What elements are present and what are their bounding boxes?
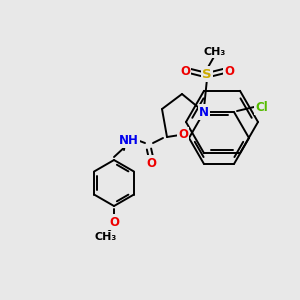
Text: O: O bbox=[224, 64, 234, 77]
Text: N: N bbox=[199, 106, 209, 118]
Text: S: S bbox=[202, 68, 212, 80]
Text: O: O bbox=[109, 215, 119, 229]
Text: CH₃: CH₃ bbox=[204, 47, 226, 57]
Text: Cl: Cl bbox=[256, 100, 268, 113]
Text: NH: NH bbox=[119, 134, 139, 146]
Text: O: O bbox=[146, 157, 156, 169]
Text: CH₃: CH₃ bbox=[95, 232, 117, 242]
Text: O: O bbox=[180, 64, 190, 77]
Text: O: O bbox=[178, 128, 188, 141]
